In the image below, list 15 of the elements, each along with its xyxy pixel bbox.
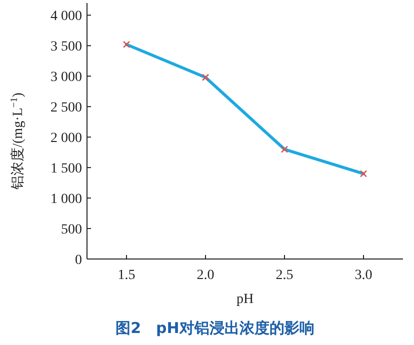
y-tick-label: 0 [75, 253, 82, 268]
y-tick-label: 3 000 [50, 70, 82, 86]
y-tick-label: 1 000 [50, 192, 82, 208]
x-tick-label: 2.5 [276, 268, 294, 283]
y-tick-label: 2 000 [50, 131, 82, 146]
x-tick-label: 1.5 [118, 268, 136, 283]
y-tick-label: 4 000 [50, 9, 82, 24]
x-axis-title: pH [236, 292, 254, 307]
x-tick-label: 2.0 [196, 268, 214, 283]
text: 图2 pH对铝浸出浓度的影响 [116, 319, 314, 337]
y-tick-label: 3 500 [50, 40, 82, 55]
x-tick-label: 3.0 [354, 268, 372, 283]
y-tick-label: 1 500 [50, 162, 82, 177]
y-tick-label: 2 500 [50, 100, 82, 116]
y-tick-label: 500 [61, 222, 82, 238]
